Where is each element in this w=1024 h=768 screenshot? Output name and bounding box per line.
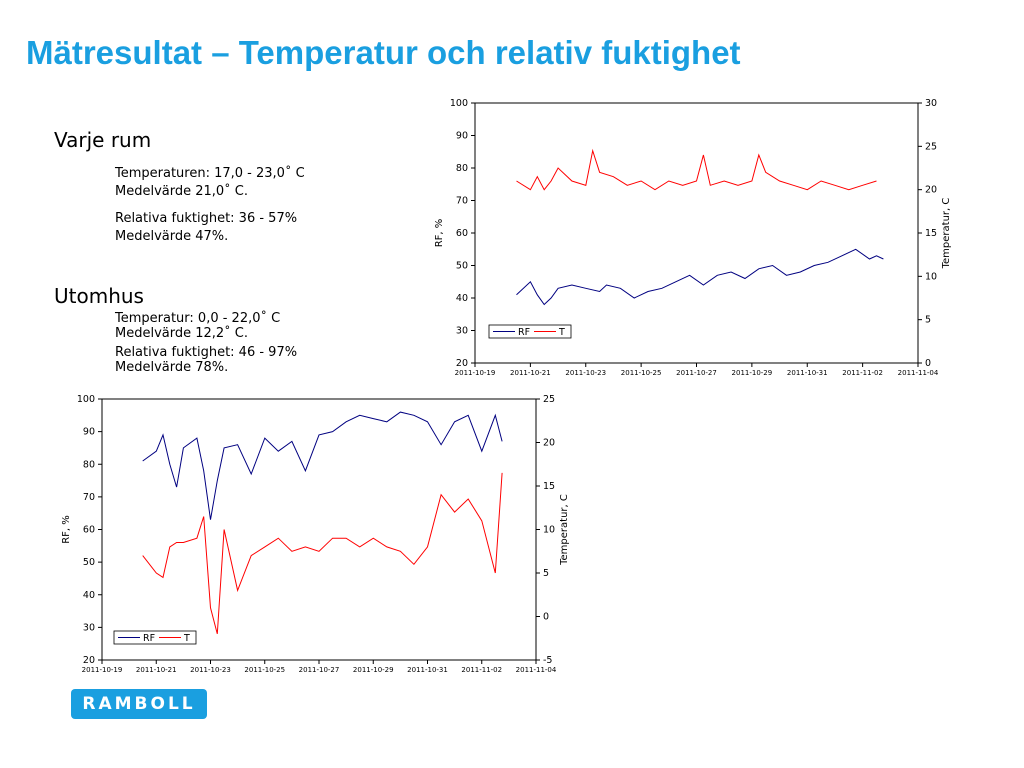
x-tick-label: 2011-11-04 [898, 369, 939, 377]
y2-tick-label: 0 [925, 358, 931, 369]
indoor-temp-range: Temperaturen: 17,0 - 23,0˚ C [115, 166, 305, 181]
x-tick-label: 2011-10-25 [621, 369, 662, 377]
plot-area [101, 398, 537, 661]
indoor-heading: Varje rum [54, 128, 152, 152]
indoor-rh-mean: Medelvärde 47%. [115, 229, 229, 244]
y-tick-label: 30 [83, 622, 95, 633]
outdoor-heading: Utomhus [54, 284, 144, 308]
y-tick-label: 50 [83, 557, 95, 568]
page-title: Mätresultat – Temperatur och relativ fuk… [26, 34, 741, 71]
x-tick-label: 2011-10-31 [787, 369, 828, 377]
plot-area [474, 102, 919, 364]
y-tick-label: 70 [83, 492, 95, 503]
y2-tick-label: 10 [925, 271, 937, 282]
y-tick-label: 20 [456, 358, 468, 369]
y-tick-label: 90 [456, 131, 468, 142]
series-line-rf [516, 248, 884, 306]
y2-tick-label: 15 [925, 228, 937, 239]
legend [113, 630, 197, 645]
y-tick-label: 100 [77, 394, 95, 405]
x-tick-label: 2011-10-21 [136, 666, 177, 674]
y-axis-label: RF, % [61, 515, 72, 544]
x-tick-label: 2011-10-23 [190, 666, 231, 674]
y2-tick-label: 10 [543, 525, 555, 536]
x-tick-label: 2011-11-04 [516, 666, 557, 674]
y-tick-label: 80 [83, 459, 95, 470]
y2-tick-label: 15 [543, 481, 555, 492]
y2-axis-label: Temperatur, C [559, 494, 570, 566]
y-tick-label: 60 [456, 228, 468, 239]
series-line-t [516, 148, 877, 191]
y-tick-label: 30 [456, 326, 468, 337]
y2-tick-label: 25 [925, 141, 937, 152]
x-tick-label: 2011-10-25 [244, 666, 285, 674]
outdoor-temp-mean: Medelvärde 12,2˚ C. [115, 326, 249, 341]
y2-tick-label: 25 [543, 394, 555, 405]
indoor-rh-range: Relativa fuktighet: 36 - 57% [115, 211, 298, 226]
legend-label-t: T [558, 327, 565, 338]
y-tick-label: 80 [456, 163, 468, 174]
y-tick-label: 90 [83, 427, 95, 438]
x-tick-label: 2011-10-31 [407, 666, 448, 674]
y-tick-label: 70 [456, 196, 468, 207]
legend [488, 324, 572, 339]
x-tick-label: 2011-10-29 [353, 666, 394, 674]
legend-label-rf: RF [518, 327, 530, 338]
x-tick-label: 2011-10-19 [82, 666, 123, 674]
x-tick-label: 2011-11-02 [842, 369, 883, 377]
y2-tick-label: 20 [543, 438, 555, 449]
y-tick-label: 40 [456, 293, 468, 304]
legend-label-t: T [183, 633, 190, 644]
outdoor-rh-range: Relativa fuktighet: 46 - 97% [115, 345, 298, 360]
y2-tick-label: 5 [543, 568, 549, 579]
series-line-rf [142, 411, 503, 520]
x-tick-label: 2011-10-27 [299, 666, 340, 674]
x-tick-label: 2011-10-19 [455, 369, 496, 377]
y2-tick-label: 0 [543, 612, 549, 623]
y-tick-label: 100 [450, 98, 468, 109]
outdoor-rh-mean: Medelvärde 78%. [115, 360, 229, 375]
y2-tick-label: -5 [543, 655, 552, 666]
x-tick-label: 2011-10-29 [732, 369, 773, 377]
y-tick-label: 60 [83, 525, 95, 536]
y-axis-label: RF, % [434, 219, 445, 248]
legend-label-rf: RF [143, 633, 155, 644]
outdoor-temp-range: Temperatur: 0,0 - 22,0˚ C [115, 311, 281, 326]
x-tick-label: 2011-10-21 [510, 369, 551, 377]
y2-tick-label: 20 [925, 185, 937, 196]
x-tick-label: 2011-10-27 [676, 369, 717, 377]
indoor-temp-mean: Medelvärde 21,0˚ C. [115, 184, 249, 199]
y-tick-label: 40 [83, 590, 95, 601]
x-tick-label: 2011-10-23 [565, 369, 606, 377]
y2-tick-label: 30 [925, 98, 937, 109]
y2-axis-label: Temperatur, C [941, 198, 952, 270]
series-line-t [142, 472, 503, 635]
ramboll-logo: RAMBOLL [71, 689, 207, 719]
y-tick-label: 50 [456, 261, 468, 272]
y-tick-label: 20 [83, 655, 95, 666]
y2-tick-label: 5 [925, 315, 931, 326]
x-tick-label: 2011-11-02 [461, 666, 502, 674]
